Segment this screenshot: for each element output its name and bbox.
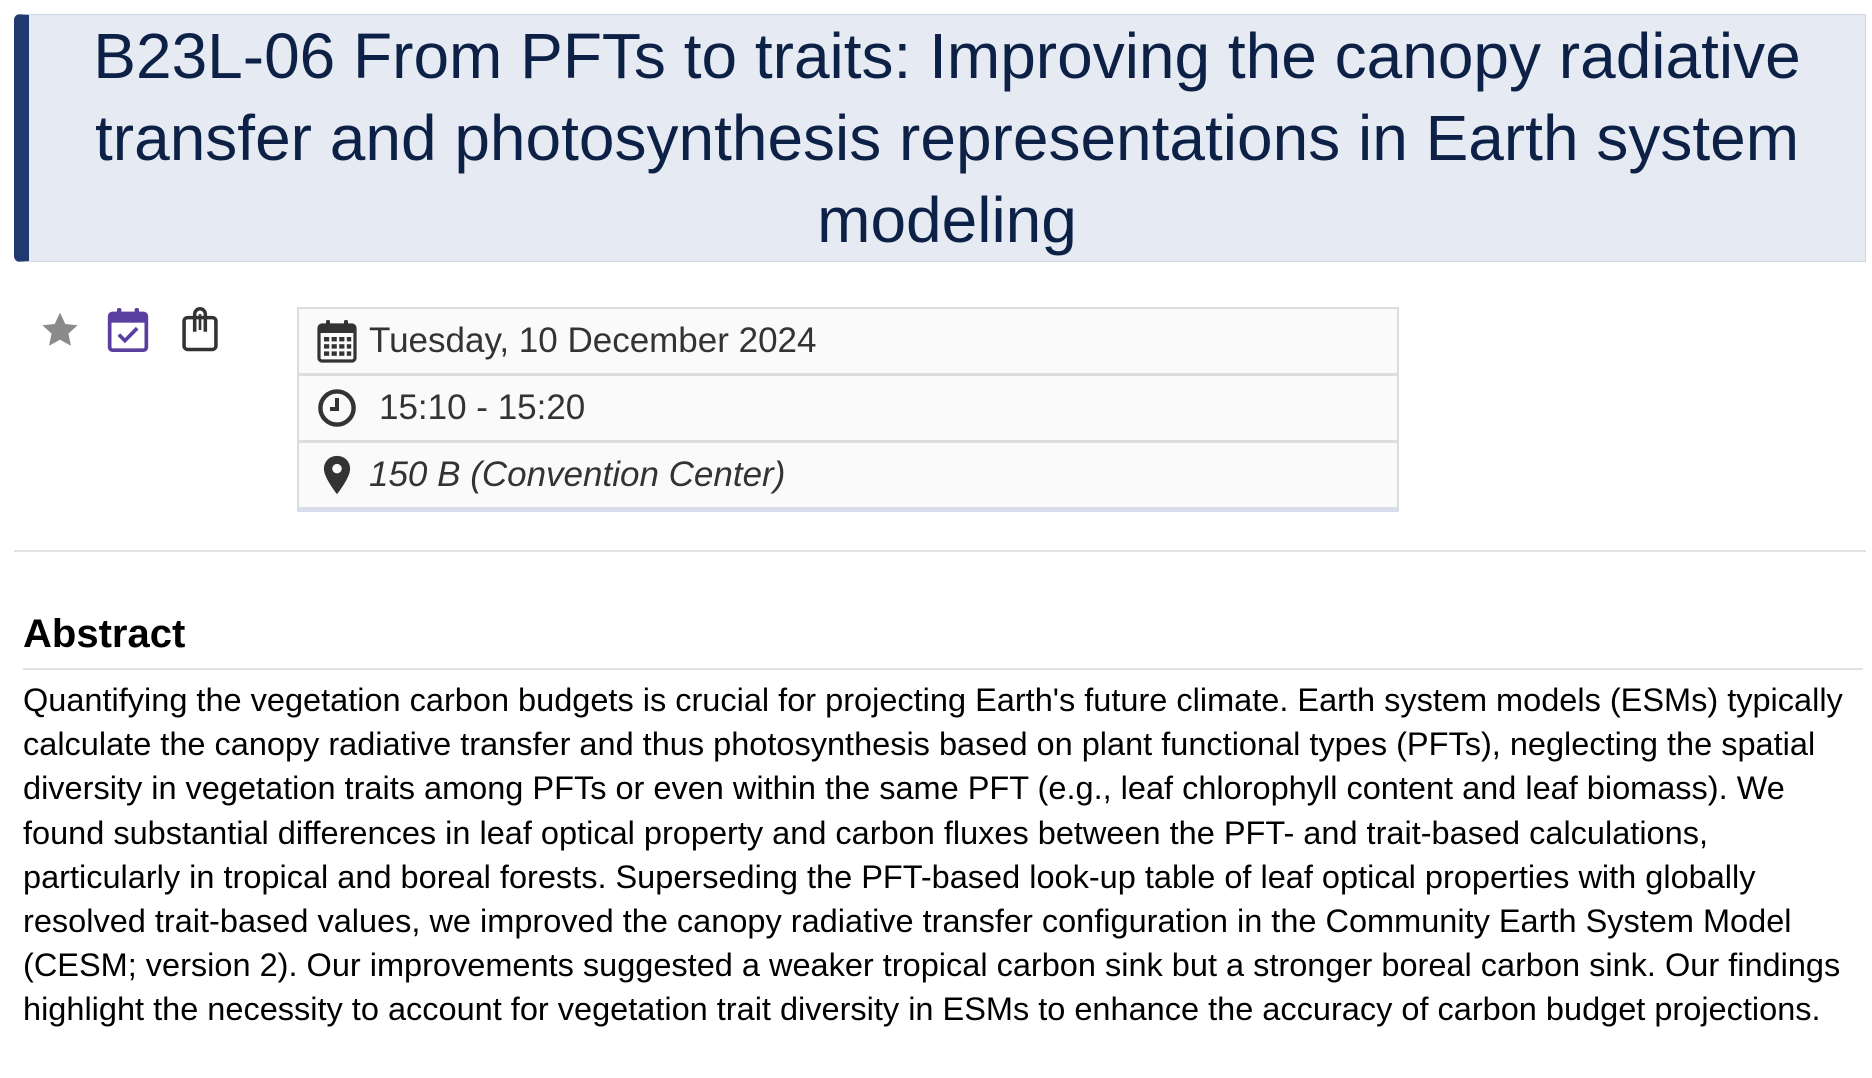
calendar-check-icon bbox=[107, 308, 149, 353]
star-icon bbox=[42, 312, 78, 346]
copy-button[interactable] bbox=[176, 306, 224, 354]
location-pin-icon bbox=[317, 452, 357, 498]
clock-icon bbox=[317, 385, 357, 431]
clipboard-icon bbox=[182, 307, 218, 352]
session-date: Tuesday, 10 December 2024 bbox=[369, 321, 817, 360]
abstract-heading: Abstract bbox=[23, 612, 186, 656]
title-banner: B23L-06 From PFTs to traits: Improving t… bbox=[14, 14, 1866, 262]
page-title: B23L-06 From PFTs to traits: Improving t… bbox=[93, 20, 1801, 256]
location-row: 150 B (Convention Center) bbox=[299, 443, 1397, 507]
add-to-calendar-button[interactable] bbox=[104, 306, 152, 354]
session-location: 150 B (Convention Center) bbox=[369, 455, 786, 494]
session-time: 15:10 - 15:20 bbox=[379, 388, 586, 427]
abstract-underline bbox=[23, 668, 1863, 670]
favorite-button[interactable] bbox=[36, 306, 84, 354]
session-info-panel: Tuesday, 10 December 2024 15:10 - 15:20 … bbox=[297, 307, 1399, 512]
section-divider bbox=[14, 550, 1866, 552]
date-row: Tuesday, 10 December 2024 bbox=[299, 309, 1397, 376]
abstract-text: Quantifying the vegetation carbon budget… bbox=[23, 682, 1843, 1028]
time-row: 15:10 - 15:20 bbox=[299, 376, 1397, 443]
calendar-icon bbox=[317, 318, 357, 364]
